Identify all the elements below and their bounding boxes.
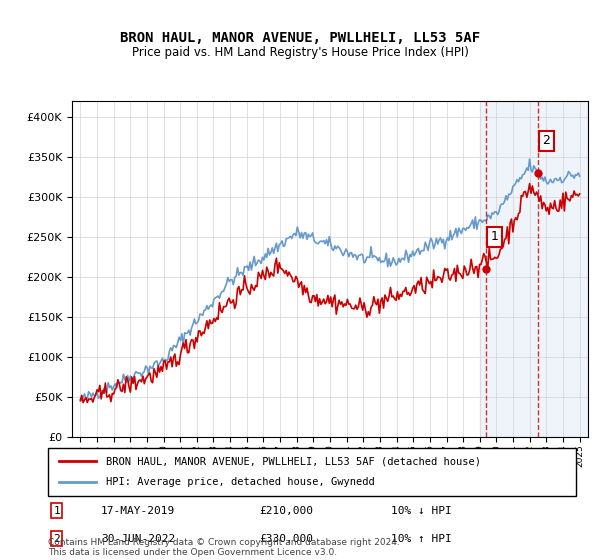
Text: Contains HM Land Registry data © Crown copyright and database right 2024.
This d: Contains HM Land Registry data © Crown c… <box>48 538 400 557</box>
Text: BRON HAUL, MANOR AVENUE, PWLLHELI, LL53 5AF (detached house): BRON HAUL, MANOR AVENUE, PWLLHELI, LL53 … <box>106 456 481 466</box>
Text: HPI: Average price, detached house, Gwynedd: HPI: Average price, detached house, Gwyn… <box>106 477 375 487</box>
Text: Price paid vs. HM Land Registry's House Price Index (HPI): Price paid vs. HM Land Registry's House … <box>131 46 469 59</box>
Bar <box>480 101 588 437</box>
Text: £330,000: £330,000 <box>259 534 313 544</box>
Text: 30-JUN-2022: 30-JUN-2022 <box>101 534 175 544</box>
Text: £210,000: £210,000 <box>259 506 313 516</box>
FancyBboxPatch shape <box>48 448 576 496</box>
Text: BRON HAUL, MANOR AVENUE, PWLLHELI, LL53 5AF: BRON HAUL, MANOR AVENUE, PWLLHELI, LL53 … <box>120 31 480 45</box>
Text: 2: 2 <box>53 534 60 544</box>
Text: 1: 1 <box>491 230 499 243</box>
Text: 10% ↑ HPI: 10% ↑ HPI <box>391 534 452 544</box>
Text: 2: 2 <box>542 134 550 147</box>
Text: 1: 1 <box>53 506 60 516</box>
Text: 10% ↓ HPI: 10% ↓ HPI <box>391 506 452 516</box>
Text: 17-MAY-2019: 17-MAY-2019 <box>101 506 175 516</box>
